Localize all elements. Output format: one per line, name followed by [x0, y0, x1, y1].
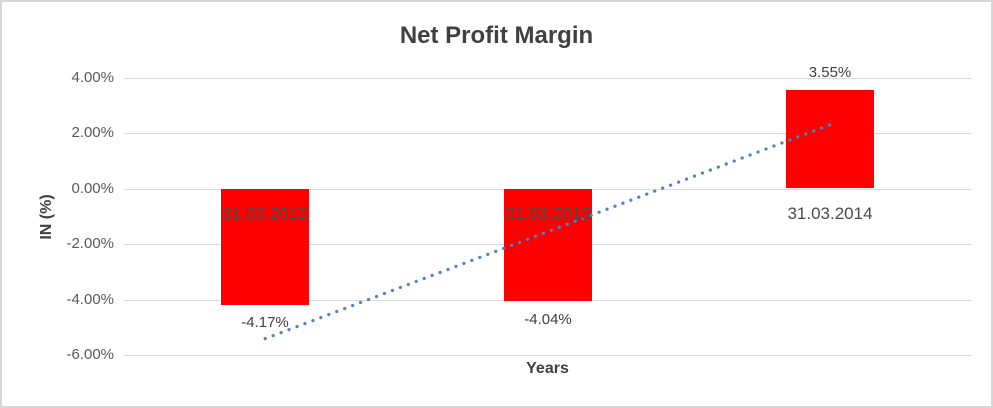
y-tick-label: 4.00% — [71, 69, 114, 86]
bar-value-label: 3.55% — [808, 64, 852, 81]
bar-category-label: 31.03.2014 — [787, 204, 873, 223]
x-axis-title: Years — [526, 360, 569, 377]
y-tick-label: -2.00% — [66, 235, 114, 252]
y-tick-label: 2.00% — [71, 124, 114, 141]
bar-category-label: 31.03.2012 — [222, 204, 308, 223]
bar-value-label: -4.04% — [524, 311, 572, 328]
y-tick-label: 0.00% — [71, 180, 114, 197]
y-gridline — [124, 78, 971, 79]
bar-category-label: 31.03.2013 — [505, 204, 591, 223]
y-axis-title: IN (%) — [38, 194, 55, 240]
chart-title: Net Profit Margin — [399, 22, 594, 49]
y-tick-label: -4.00% — [66, 291, 114, 308]
y-tick-label: -6.00% — [66, 346, 114, 363]
bar-value-label: -4.17% — [241, 314, 289, 331]
bar — [786, 90, 874, 188]
y-gridline — [124, 355, 971, 356]
